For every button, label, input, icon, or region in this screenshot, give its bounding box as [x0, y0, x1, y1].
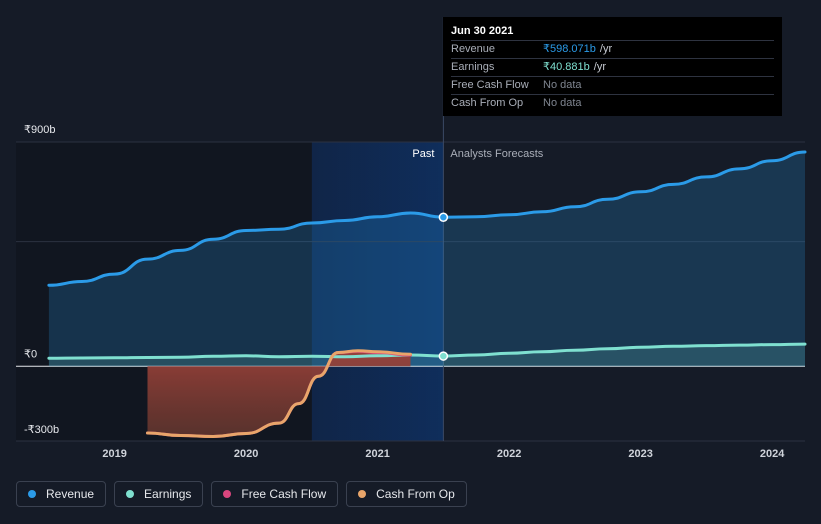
earnings-marker — [438, 351, 449, 361]
forecast-label: Analysts Forecasts — [450, 148, 543, 160]
tooltip-value: ₹598.071b — [543, 43, 596, 55]
x-tick-label: 2023 — [628, 448, 652, 460]
legend: Revenue Earnings Free Cash Flow Cash Fro… — [16, 481, 467, 507]
legend-dot-icon — [126, 490, 135, 498]
revenue-area — [48, 152, 805, 367]
revenue-marker — [438, 212, 449, 222]
tooltip-label: Cash From Op — [451, 97, 524, 109]
tooltip-unit: /yr — [599, 43, 613, 55]
x-tick-label: 2019 — [102, 448, 126, 460]
tooltip-date: Jun 30 2021 — [451, 25, 514, 37]
tooltip-row-earnings: Earnings ₹40.881b /yr — [451, 58, 774, 76]
earnings-line — [47, 342, 807, 360]
free-cash-flow-area — [147, 351, 411, 437]
past-label: Past — [412, 148, 434, 160]
tooltip-value: No data — [543, 97, 582, 109]
legend-label: Free Cash Flow — [241, 487, 327, 501]
x-tick-label: 2020 — [234, 448, 258, 460]
tooltip-label: Free Cash Flow — [451, 79, 529, 91]
tooltip-row-cash-from-op: Cash From Op No data — [451, 94, 774, 112]
tooltip-unit: /yr — [593, 61, 606, 73]
tooltip: Jun 30 2021 Revenue ₹598.071b /yr Earnin… — [443, 17, 782, 116]
tooltip-value: No data — [543, 79, 582, 91]
legend-dot-icon — [28, 490, 36, 498]
y-tick-label: ₹900b — [24, 124, 55, 136]
cash-from-op-line — [146, 349, 412, 439]
x-tick-label: 2021 — [365, 448, 389, 460]
legend-label: Earnings — [144, 487, 192, 501]
y-tick-label: ₹0 — [24, 348, 37, 360]
tooltip-label: Earnings — [451, 61, 495, 73]
tooltip-row-free-cash-flow: Free Cash Flow No data — [451, 76, 774, 94]
legend-item-earnings[interactable]: Earnings — [114, 481, 204, 507]
financial-chart: ₹900b ₹0 -₹300b 2019 2020 2021 2022 2023 2024 Pas… — [16, 17, 807, 460]
revenue-line — [47, 150, 807, 287]
legend-label: Cash From Op — [376, 487, 455, 501]
x-tick-label: 2024 — [760, 448, 785, 460]
legend-item-free-cash-flow[interactable]: Free Cash Flow — [211, 481, 339, 507]
legend-item-revenue[interactable]: Revenue — [16, 481, 107, 507]
tooltip-row-revenue: Revenue ₹598.071b /yr — [451, 40, 774, 58]
highlight-region — [311, 142, 444, 441]
cash-from-op-area — [147, 350, 411, 437]
tooltip-label: Revenue — [451, 43, 496, 55]
legend-dot-icon — [358, 490, 367, 498]
y-tick-label: -₹300b — [24, 424, 59, 436]
x-tick-label: 2022 — [497, 448, 521, 460]
legend-dot-icon — [223, 490, 232, 498]
legend-item-cash-from-op[interactable]: Cash From Op — [346, 481, 467, 507]
legend-label: Revenue — [46, 487, 95, 501]
tooltip-value: ₹40.881b — [543, 61, 590, 73]
